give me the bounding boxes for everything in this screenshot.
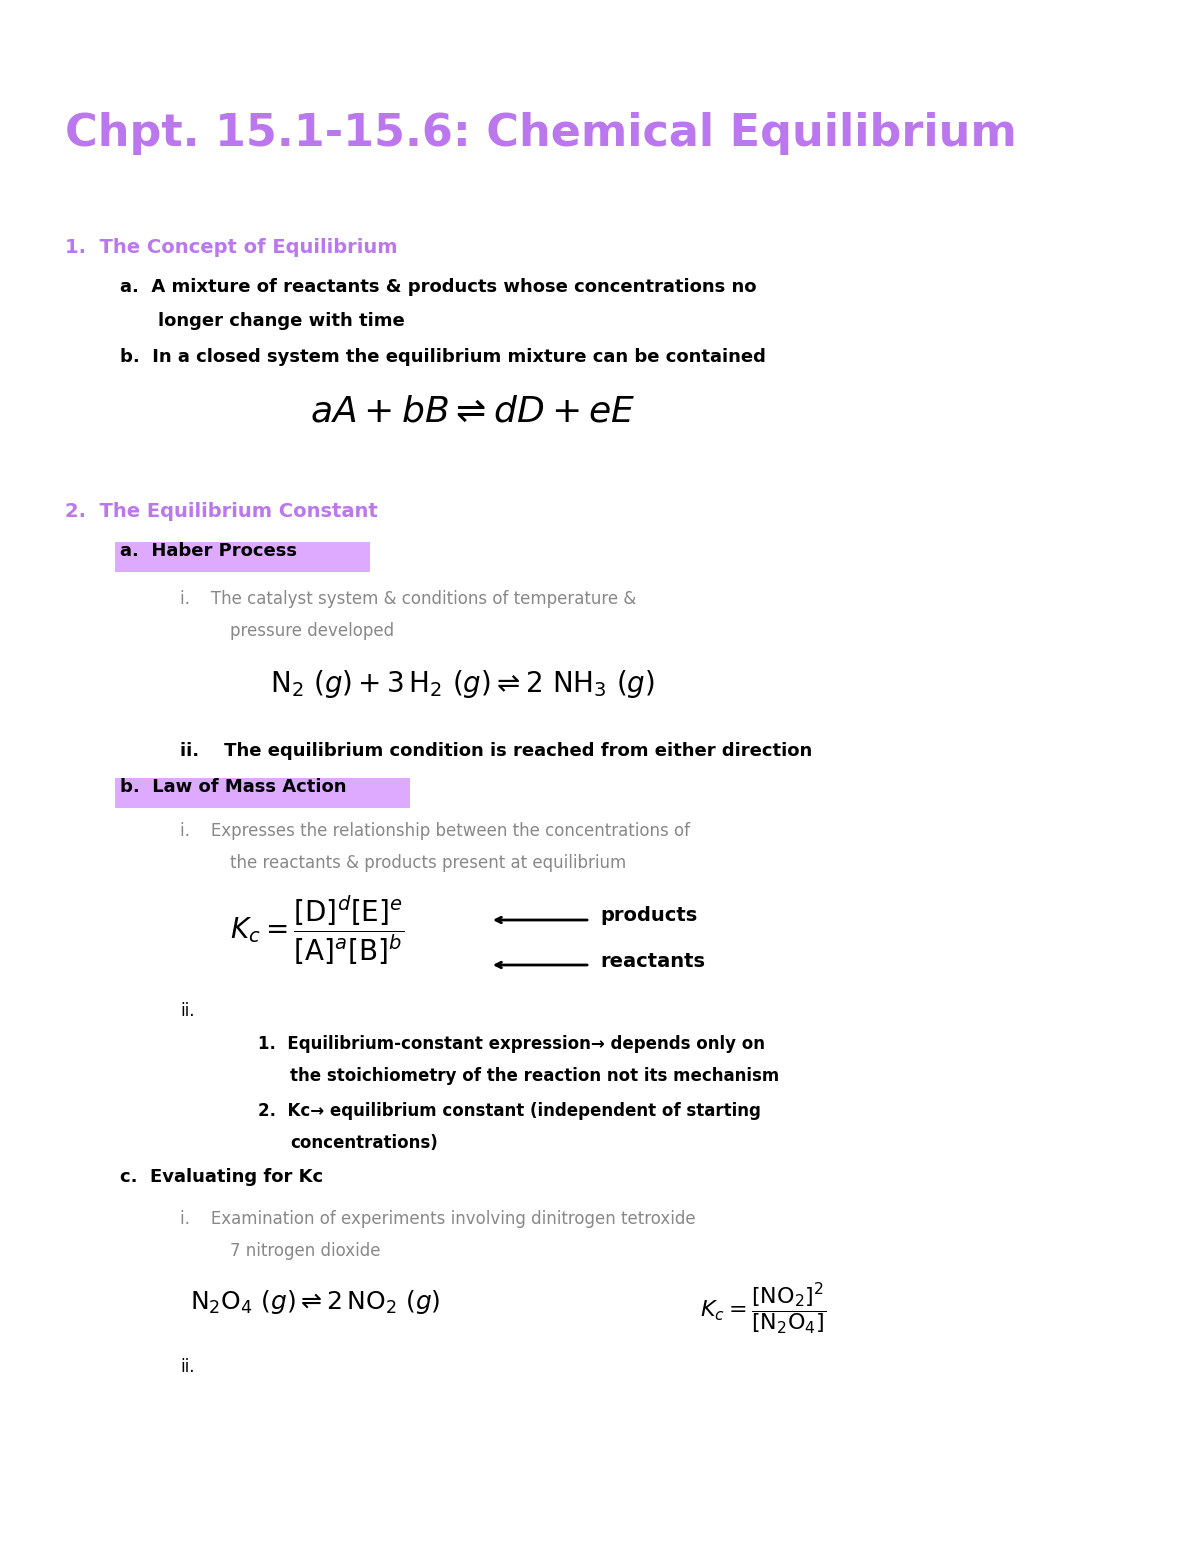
Text: $\mathrm{N_2O_4}\ (g) \rightleftharpoons 2\,\mathrm{NO_2}\ (g)$: $\mathrm{N_2O_4}\ (g) \rightleftharpoons… — [190, 1287, 440, 1315]
Text: 2.  The Equilibrium Constant: 2. The Equilibrium Constant — [65, 502, 378, 520]
Text: i.    The catalyst system & conditions of temperature &: i. The catalyst system & conditions of t… — [180, 590, 636, 609]
Text: $K_c = \dfrac{[\mathrm{D}]^d[\mathrm{E}]^e}{[\mathrm{A}]^a[\mathrm{B}]^b}$: $K_c = \dfrac{[\mathrm{D}]^d[\mathrm{E}]… — [230, 893, 404, 968]
Text: a.  Haber Process: a. Haber Process — [120, 542, 298, 561]
Text: c.  Evaluating for Kc: c. Evaluating for Kc — [120, 1168, 323, 1186]
Text: 7 nitrogen dioxide: 7 nitrogen dioxide — [230, 1242, 380, 1259]
Text: ii.: ii. — [180, 1357, 194, 1376]
Text: b.  Law of Mass Action: b. Law of Mass Action — [120, 778, 347, 797]
Text: i.    Examination of experiments involving dinitrogen tetroxide: i. Examination of experiments involving … — [180, 1210, 696, 1228]
Text: the reactants & products present at equilibrium: the reactants & products present at equi… — [230, 854, 626, 871]
Bar — [115, 542, 370, 572]
Text: $K_c = \dfrac{[\mathrm{NO_2}]^2}{[\mathrm{N_2O_4}]}$: $K_c = \dfrac{[\mathrm{NO_2}]^2}{[\mathr… — [700, 1281, 826, 1337]
Text: b.  In a closed system the equilibrium mixture can be contained: b. In a closed system the equilibrium mi… — [120, 348, 766, 367]
Text: i.    Expresses the relationship between the concentrations of: i. Expresses the relationship between th… — [180, 822, 690, 840]
Text: products: products — [600, 905, 697, 926]
Text: 1.  The Concept of Equilibrium: 1. The Concept of Equilibrium — [65, 238, 397, 256]
Text: the stoichiometry of the reaction not its mechanism: the stoichiometry of the reaction not it… — [290, 1067, 779, 1086]
Text: $aA + bB \rightleftharpoons dD + eE$: $aA + bB \rightleftharpoons dD + eE$ — [310, 394, 635, 429]
Text: ii.    The equilibrium condition is reached from either direction: ii. The equilibrium condition is reached… — [180, 742, 812, 759]
Text: pressure developed: pressure developed — [230, 623, 394, 640]
Text: longer change with time: longer change with time — [158, 312, 404, 329]
Bar — [115, 778, 410, 808]
Text: a.  A mixture of reactants & products whose concentrations no: a. A mixture of reactants & products who… — [120, 278, 756, 297]
Text: 2.  Kc→ equilibrium constant (independent of starting: 2. Kc→ equilibrium constant (independent… — [258, 1103, 761, 1120]
Text: concentrations): concentrations) — [290, 1134, 438, 1152]
Text: reactants: reactants — [600, 952, 706, 971]
Text: Chpt. 15.1-15.6: Chemical Equilibrium: Chpt. 15.1-15.6: Chemical Equilibrium — [65, 112, 1016, 155]
Text: 1.  Equilibrium-constant expression→ depends only on: 1. Equilibrium-constant expression→ depe… — [258, 1034, 766, 1053]
Text: $\mathrm{N_2}\ (g) + 3\,\mathrm{H_2}\ (g) \rightleftharpoons 2\ \mathrm{NH_3}\ (: $\mathrm{N_2}\ (g) + 3\,\mathrm{H_2}\ (g… — [270, 668, 655, 700]
Text: ii.: ii. — [180, 1002, 194, 1020]
